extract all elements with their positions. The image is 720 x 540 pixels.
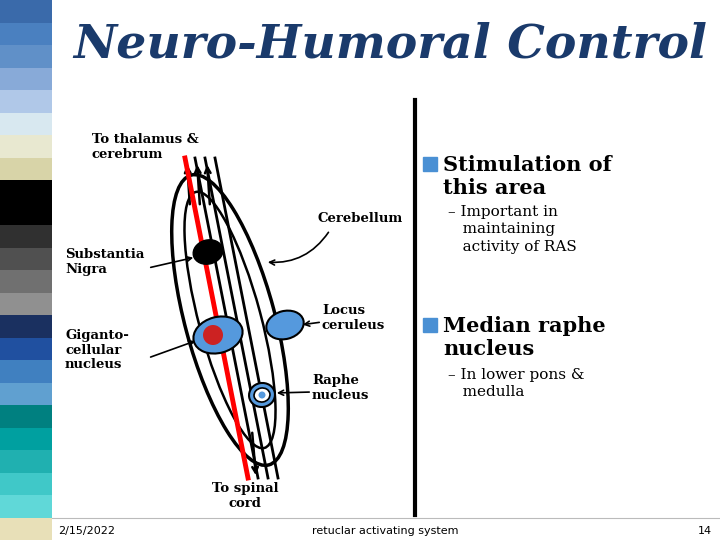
Bar (0, 315, 52, 338)
Bar (0, 90, 52, 112)
Text: retuclar activating system: retuclar activating system (312, 526, 458, 536)
Bar (0, 247, 52, 270)
Bar (0, 180, 52, 202)
Bar (423, 318, 437, 332)
Bar (0, 270, 52, 293)
Bar (0, 68, 52, 90)
Bar (0, 338, 52, 360)
Text: Substantia
Nigra: Substantia Nigra (65, 248, 145, 276)
Ellipse shape (184, 192, 276, 448)
Text: Neuro-Humoral Control: Neuro-Humoral Control (73, 22, 707, 68)
Bar (0, 472, 52, 495)
Text: – Important in
   maintaining
   activity of RAS: – Important in maintaining activity of R… (448, 205, 577, 254)
Text: Locus
ceruleus: Locus ceruleus (322, 304, 385, 332)
Bar (0, 0, 52, 23)
Bar (0, 360, 52, 382)
Bar (0, 45, 52, 68)
Bar (0, 450, 52, 472)
Bar (0, 428, 52, 450)
Text: To spinal
cord: To spinal cord (212, 482, 279, 510)
Text: Cerebellum: Cerebellum (318, 212, 403, 225)
Text: Median raphe
nucleus: Median raphe nucleus (443, 316, 606, 359)
Bar (0, 202, 52, 225)
Ellipse shape (249, 383, 275, 407)
Bar (0, 382, 52, 405)
Text: – In lower pons &
   medulla: – In lower pons & medulla (448, 368, 585, 399)
Bar (0, 112, 52, 135)
Bar (0, 517, 52, 540)
Bar (0, 23, 52, 45)
Ellipse shape (171, 174, 288, 465)
Text: To thalamus &
cerebrum: To thalamus & cerebrum (92, 133, 199, 161)
Text: Raphe
nucleus: Raphe nucleus (312, 374, 369, 402)
Bar (423, 157, 437, 171)
Bar (0, 225, 52, 247)
Bar (0, 495, 52, 517)
Text: Stimulation of
this area: Stimulation of this area (443, 155, 611, 198)
Ellipse shape (203, 325, 223, 345)
Text: 14: 14 (698, 526, 712, 536)
Bar (0, 293, 52, 315)
Ellipse shape (194, 316, 243, 354)
Ellipse shape (254, 388, 270, 402)
Ellipse shape (258, 392, 266, 399)
Ellipse shape (266, 310, 304, 339)
Bar (0, 158, 52, 180)
Ellipse shape (193, 240, 222, 264)
Text: Giganto-
cellular
nucleus: Giganto- cellular nucleus (65, 328, 129, 372)
Bar (0, 135, 52, 158)
Text: 2/15/2022: 2/15/2022 (58, 526, 115, 536)
Bar (0, 405, 52, 428)
